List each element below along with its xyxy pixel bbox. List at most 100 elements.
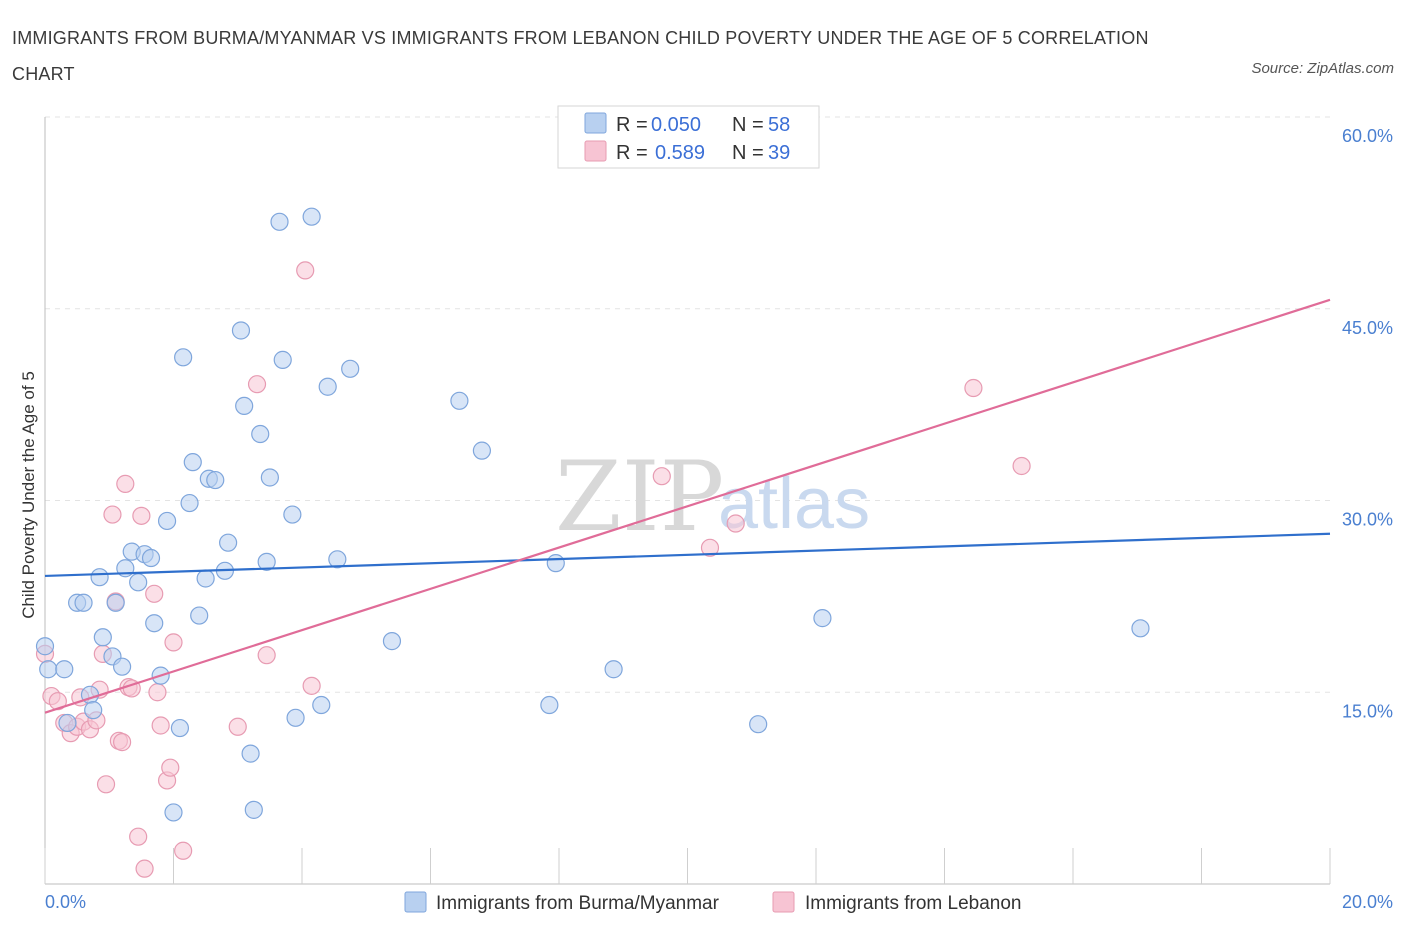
data-point-burma [472,441,491,460]
data-point-lebanon [135,859,154,878]
y-axis-label: Child Poverty Under the Age of 5 [19,371,38,619]
stats-legend: R = 0.050 N = 58 R = 0.589 N = 39 [557,105,820,169]
data-point-burma [283,505,302,524]
data-point-lebanon [174,841,193,860]
legend-swatch-lebanon [584,140,607,162]
data-point-burma [170,718,190,738]
data-point-burma [546,554,565,573]
data-point-lebanon [112,733,132,752]
legend-swatch-burma [584,112,607,134]
data-point-lebanon [1012,456,1031,476]
data-point-burma [604,660,623,679]
legend-r-label-burma: R = [616,114,648,136]
data-point-burma [93,628,112,647]
legend-n-label-lebanon: N = [732,142,764,164]
data-point-burma [58,713,77,733]
y-tick-labels: 15.0% 30.0% 45.0% 60.0% [1342,126,1393,721]
data-point-burma [1131,619,1150,638]
source-credit: Source: ZipAtlas.com [1251,60,1394,77]
data-point-lebanon [247,375,267,394]
x-tick-label-max: 20.0% [1342,892,1393,912]
y-tick-label: 45.0% [1342,318,1393,338]
data-point-lebanon [257,646,276,665]
data-point-lebanon [145,584,164,603]
legend-n-value-burma: 58 [768,114,790,136]
data-point-burma [286,708,305,727]
legend-r-value-lebanon: 0.589 [655,142,705,164]
data-point-burma [270,212,289,231]
data-point-burma [328,550,347,569]
chart-title: IMMIGRANTS FROM BURMA/MYANMAR VS IMMIGRA… [12,28,1149,84]
data-point-lebanon [164,633,183,652]
data-point-lebanon [161,758,180,777]
data-point-lebanon [129,827,148,846]
data-point-burma [90,568,109,587]
watermark-atlas: atlas [718,464,870,544]
data-point-lebanon [96,775,116,794]
data-point-burma [244,800,263,819]
bottom-legend-swatch-lebanon [772,891,795,913]
data-point-burma [257,552,276,571]
data-point-burma [55,660,74,679]
legend-n-label-burma: N = [732,114,764,136]
data-point-burma [74,593,93,612]
data-point-burma [219,533,238,552]
y-tick-label: 60.0% [1342,126,1393,146]
data-point-burma [206,470,225,490]
data-point-lebanon [296,261,315,280]
data-point-burma [157,511,177,531]
data-point-lebanon [151,716,170,735]
data-point-burma [749,715,768,734]
x-tick-marks [44,848,1331,884]
series-legend: Immigrants from Burma/Myanmar Immigrants… [404,891,1022,914]
bottom-legend-label-lebanon: Immigrants from Lebanon [805,893,1022,914]
data-point-lebanon [302,676,321,695]
series-burma-points [35,207,1150,822]
data-point-burma [241,744,260,763]
data-point-burma [251,424,270,444]
legend-r-value-burma: 0.050 [651,114,701,136]
data-point-lebanon [652,467,671,486]
bottom-legend-label-burma: Immigrants from Burma/Myanmar [436,893,720,914]
data-point-burma [260,468,279,487]
data-point-burma [540,695,559,715]
data-point-burma [312,695,331,715]
data-point-burma [129,573,148,592]
legend-r-label-lebanon: R = [616,142,648,164]
data-point-lebanon [116,474,135,493]
data-point-burma [190,606,209,625]
data-point-lebanon [726,514,745,533]
legend-n-value-lebanon: 39 [768,142,790,164]
data-point-burma [35,637,55,656]
trend-line-lebanon [44,298,1331,714]
data-point-lebanon [700,538,720,557]
x-tick-label-min: 0.0% [45,892,86,912]
y-tick-label: 15.0% [1342,701,1393,721]
data-point-burma [84,701,103,720]
trend-line-burma [44,532,1331,578]
y-tick-label: 30.0% [1342,510,1393,530]
data-point-burma [302,207,321,226]
data-point-burma [112,657,132,676]
data-point-burma [196,569,215,588]
data-point-burma [141,548,161,568]
data-point-burma [164,803,183,822]
data-point-burma [273,350,292,369]
data-point-lebanon [228,717,247,736]
data-point-burma [145,614,164,633]
data-point-burma [318,377,337,396]
data-point-lebanon [964,378,983,398]
data-point-burma [235,396,254,416]
watermark-zip: ZIP [555,441,724,553]
data-point-burma [341,359,360,378]
data-point-lebanon [103,505,122,524]
data-point-burma [180,493,199,513]
bottom-legend-swatch-burma [404,891,427,913]
data-point-burma [450,391,469,410]
data-point-burma [382,632,402,651]
data-point-burma [106,593,125,612]
trend-lines [44,298,1331,714]
data-point-burma [174,348,193,367]
data-point-burma [813,609,832,628]
